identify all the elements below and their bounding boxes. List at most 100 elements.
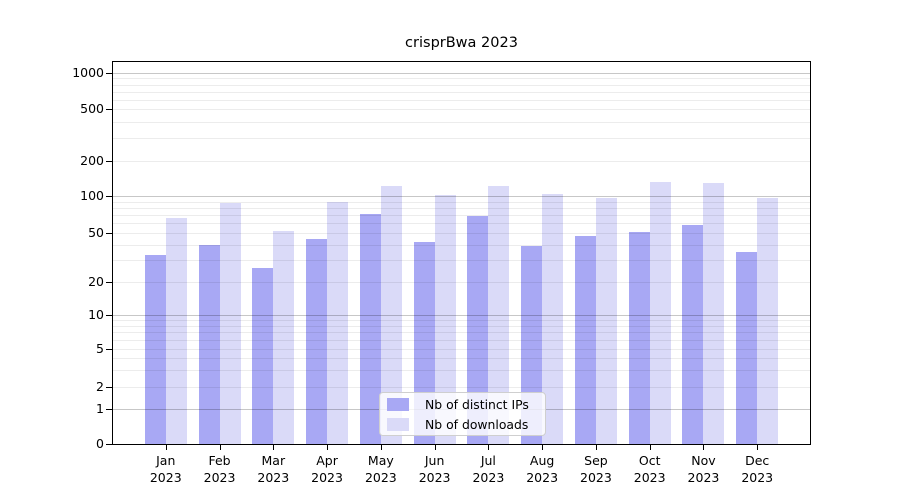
y-tick-label: 0 <box>96 436 104 451</box>
x-tick <box>165 445 167 450</box>
gridline-minor <box>112 223 811 225</box>
gridline-minor <box>112 215 811 217</box>
bar-distinct-ips <box>198 244 220 444</box>
legend-label-downloads: Nb of downloads <box>425 416 529 432</box>
legend-item-distinct-ips: Nb of distinct IPs <box>380 394 545 414</box>
legend-item-downloads: Nb of downloads <box>380 414 545 434</box>
x-tick-label: Jul 2023 <box>472 453 505 485</box>
y-tick-label: 50 <box>88 225 104 240</box>
y-tick <box>106 444 112 445</box>
gridline-minor <box>112 121 811 123</box>
x-tick-label: Mar 2023 <box>257 453 290 485</box>
bar-downloads <box>595 197 617 444</box>
y-tick-label: 10 <box>88 307 104 322</box>
y-tick <box>106 409 112 410</box>
x-tick <box>273 445 275 450</box>
x-tick-label: Apr 2023 <box>311 453 343 485</box>
x-tick-label: Jan 2023 <box>149 453 182 485</box>
y-tick-label: 20 <box>88 274 104 289</box>
y-tick-label: 100 <box>80 188 104 203</box>
gridline-minor <box>112 325 811 327</box>
bar-distinct-ips <box>467 215 489 444</box>
gridline-major <box>112 196 811 197</box>
plot-area <box>112 61 811 445</box>
gridline-minor <box>112 358 811 360</box>
bar-distinct-ips <box>306 238 328 444</box>
y-tick <box>106 315 112 316</box>
y-tick-label: 200 <box>80 153 104 168</box>
x-tick <box>757 445 759 450</box>
y-tick-label: 2 <box>96 379 104 394</box>
y-tick-label: 5 <box>96 341 104 356</box>
bar-distinct-ips <box>252 267 274 444</box>
x-tick-label: Oct 2023 <box>633 453 666 485</box>
x-tick <box>219 445 221 450</box>
gridline-minor <box>112 207 811 209</box>
y-tick <box>106 282 112 283</box>
gridline-minor <box>112 320 811 322</box>
y-tick <box>106 73 112 74</box>
gridline-minor <box>112 282 811 283</box>
bar-downloads <box>165 218 187 444</box>
gridline-minor <box>112 109 811 110</box>
x-tick-label: Sep 2023 <box>580 453 612 485</box>
legend-label-distinct-ips: Nb of distinct IPs <box>425 396 529 412</box>
y-tick <box>106 196 112 197</box>
bar-downloads <box>434 195 456 444</box>
x-tick-label: Jun 2023 <box>418 453 451 485</box>
bar-downloads <box>273 230 295 444</box>
gridline-minor <box>112 349 811 350</box>
gridline-minor <box>112 161 811 162</box>
y-tick-label: 1000 <box>72 65 104 80</box>
y-tick-label: 500 <box>80 101 104 116</box>
bar-distinct-ips <box>359 214 381 444</box>
gridline-minor <box>112 201 811 203</box>
x-tick <box>434 445 436 450</box>
bar-downloads <box>327 202 349 444</box>
bar-downloads <box>219 202 241 444</box>
x-tick-label: Feb 2023 <box>203 453 236 485</box>
x-tick-label: May 2023 <box>364 453 397 485</box>
bar-distinct-ips <box>144 255 166 444</box>
bar-downloads <box>488 185 510 444</box>
bar-downloads <box>649 181 671 444</box>
x-tick <box>380 445 382 450</box>
gridline-minor <box>112 244 811 246</box>
legend-swatch-downloads <box>387 417 409 431</box>
x-tick-label: Aug 2023 <box>526 453 559 485</box>
gridline-minor <box>112 137 811 139</box>
gridline-minor <box>112 233 811 234</box>
x-tick <box>595 445 597 450</box>
y-tick <box>106 387 112 388</box>
gridline-minor <box>112 387 811 388</box>
x-tick <box>327 445 329 450</box>
bar-distinct-ips <box>736 252 758 444</box>
gridline-minor <box>112 260 811 262</box>
chart-title: crisprBwa 2023 <box>405 35 518 51</box>
y-tick-label: 1 <box>96 401 104 416</box>
bar-downloads <box>542 194 564 444</box>
gridline-minor <box>112 91 811 93</box>
legend-swatch-distinct-ips <box>387 397 409 411</box>
gridline-minor <box>112 332 811 334</box>
gridline-minor <box>112 340 811 342</box>
gridline-major <box>112 73 811 74</box>
bar-downloads <box>380 186 402 444</box>
y-tick <box>106 349 112 350</box>
x-tick <box>649 445 651 450</box>
y-tick <box>106 161 112 162</box>
x-tick-label: Dec 2023 <box>741 453 774 485</box>
gridline-minor <box>112 370 811 372</box>
gridline-minor <box>112 84 811 86</box>
y-tick <box>106 233 112 234</box>
bar-downloads <box>757 197 779 444</box>
x-tick <box>542 445 544 450</box>
x-tick <box>703 445 705 450</box>
gridline-minor <box>112 99 811 101</box>
bar-distinct-ips <box>574 236 596 444</box>
bar-distinct-ips <box>682 225 704 444</box>
x-tick <box>488 445 490 450</box>
legend: Nb of distinct IPs Nb of downloads <box>379 392 546 436</box>
bar-distinct-ips <box>628 231 650 444</box>
x-tick-label: Nov 2023 <box>687 453 720 485</box>
